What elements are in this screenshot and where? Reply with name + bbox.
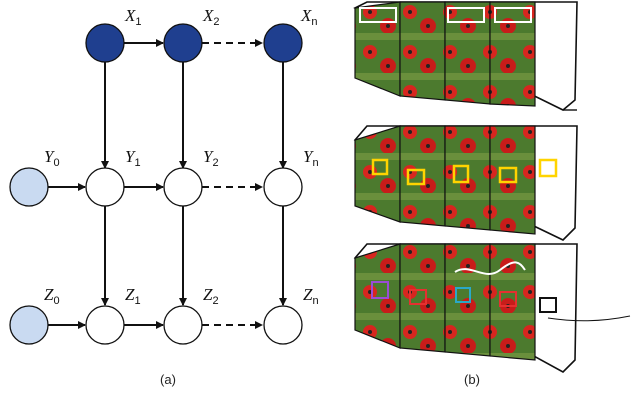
- fence-overlay: [494, 7, 532, 23]
- track-box: [409, 289, 427, 305]
- video-frame: [489, 243, 536, 361]
- callout-line: [547, 315, 631, 322]
- video-frame: [399, 1, 446, 101]
- caption-a: (a): [160, 372, 176, 387]
- node-x1: [85, 23, 125, 63]
- node-xn: [263, 23, 303, 63]
- label-y2: Y2: [203, 147, 219, 169]
- video-frame: [444, 243, 491, 357]
- node-y1: [85, 167, 125, 207]
- label-z2: Z2: [203, 285, 219, 307]
- label-y0: Y0: [44, 147, 60, 169]
- label-x1: X1: [124, 6, 142, 28]
- frame-stack-observations: [353, 1, 578, 111]
- label-xn: Xn: [300, 6, 318, 28]
- label-z1: Z1: [125, 285, 141, 307]
- detection-box: [371, 158, 389, 176]
- detection-box: [452, 164, 470, 184]
- fence-overlay: [447, 7, 485, 23]
- detection-box: [406, 168, 426, 186]
- video-frame: [354, 243, 401, 349]
- label-zn: Zn: [303, 285, 319, 307]
- label-yn: Yn: [303, 147, 319, 169]
- video-frame: [399, 243, 446, 353]
- node-zn: [263, 305, 303, 345]
- node-y0: [9, 167, 49, 207]
- motion-trajectory: [454, 261, 526, 275]
- node-x2: [163, 23, 203, 63]
- track-box: [455, 287, 471, 303]
- detection-box: [498, 166, 518, 184]
- track-box: [371, 281, 389, 299]
- node-yn: [263, 167, 303, 207]
- video-frame: [354, 1, 401, 97]
- node-y2: [163, 167, 203, 207]
- frame-stack-tracks: [353, 243, 631, 373]
- caption-b: (b): [464, 372, 480, 387]
- graphical-model: X1 X2 Xn Y0 Y1 Y2 Yn Z0 Z1 Z2 Zn (a): [9, 6, 319, 387]
- label-z0: Z0: [44, 285, 60, 307]
- node-z1: [85, 305, 125, 345]
- frame-stack-detections: [353, 125, 578, 241]
- detection-box: [538, 158, 558, 178]
- node-z2: [163, 305, 203, 345]
- label-y1: Y1: [125, 147, 141, 169]
- fence-overlay: [359, 7, 397, 23]
- label-x2: X2: [202, 6, 220, 28]
- frame-stacks: (b): [353, 1, 631, 387]
- video-frame: [489, 1, 536, 107]
- track-box: [499, 291, 517, 307]
- node-z0: [9, 305, 49, 345]
- video-frame: [489, 125, 536, 235]
- track-box: [539, 297, 557, 313]
